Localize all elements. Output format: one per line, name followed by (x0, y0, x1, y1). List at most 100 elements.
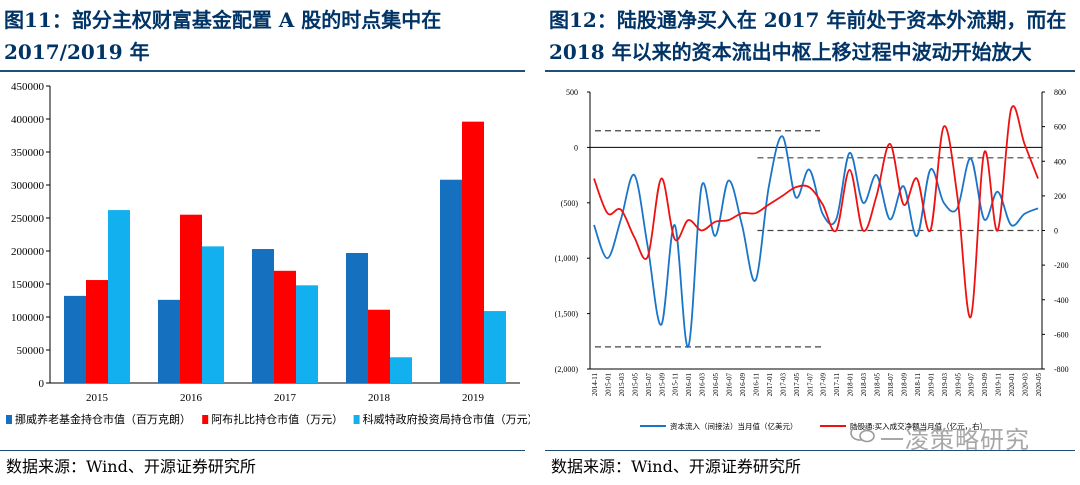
x-tick-label: 2019 (462, 392, 485, 404)
y-tick-label: 400000 (11, 114, 45, 126)
x-tick-label: 2017-01 (766, 373, 774, 397)
x-tick-label: 2015-09 (658, 373, 666, 397)
x-tick-label: 2016-07 (726, 373, 734, 397)
bar (346, 252, 368, 383)
x-tick-label: 2018 (368, 392, 391, 404)
left-tick-label: (500) (561, 199, 579, 208)
left-bottom-rule (0, 450, 525, 451)
x-tick-label: 2015-11 (672, 373, 680, 397)
x-tick-label: 2019-03 (941, 373, 949, 397)
x-tick-label: 2017 (274, 392, 297, 404)
bar (462, 121, 484, 383)
right-tick-label: 400 (1054, 157, 1066, 166)
right-tick-label: 200 (1054, 192, 1066, 201)
x-tick-label: 2018-09 (900, 373, 908, 397)
left-tick-label: (1,000) (555, 254, 579, 263)
left-tick-label: (2,000) (555, 365, 579, 374)
x-tick-label: 2018-05 (874, 373, 882, 397)
legend-label: 陆股通:买入成交净额当月值（亿元，右） (850, 421, 987, 431)
watermark-text: 一凌策略研究 (880, 426, 1030, 454)
bar (252, 249, 274, 383)
y-tick-label: 150000 (11, 279, 45, 291)
left-title-rule (0, 70, 525, 72)
x-tick-label: 2017-07 (806, 373, 814, 397)
x-tick-label: 2018-01 (847, 373, 855, 397)
x-tick-label: 2016-05 (712, 373, 720, 397)
y-tick-label: 450000 (11, 81, 45, 93)
right-tick-label: 0 (1054, 227, 1058, 236)
y-tick-label: 200000 (11, 246, 45, 258)
bar (440, 179, 462, 383)
x-tick-label: 2019-07 (968, 373, 976, 397)
legend-label: 资本流入（间接法）当月值（亿美元） (670, 421, 798, 431)
x-tick-label: 2015-03 (618, 373, 626, 397)
left-tick-label: 0 (574, 143, 578, 152)
right-tick-label: -600 (1054, 330, 1069, 339)
y-tick-label: 50000 (17, 345, 45, 357)
x-tick-label: 2019-11 (995, 373, 1003, 397)
left-figure-panel: 图11：部分主权财富基金配置 A 股的时点集中在2017/2019 年 0 500… (0, 0, 530, 485)
left-bar-chart: 0 50000 100000 150000 200000 250000 300000 3500… (6, 81, 530, 426)
x-tick-label: 2015 (86, 392, 109, 404)
right-line-chart: 500 0 (500) (1,000) (1,500) (2,000) 800 600 400 2… (555, 88, 1069, 431)
x-tick-label: 2016-09 (739, 373, 747, 397)
right-tick-label: -800 (1054, 365, 1069, 374)
x-tick-label: 2019-05 (954, 373, 962, 397)
x-tick-label: 2020-01 (1008, 373, 1016, 397)
right-figure-panel: 图12：陆股通净买入在 2017 年前处于资本外流期，而在2018 年以来的资本… (545, 0, 1080, 485)
x-tick-label: 2019-01 (927, 373, 935, 397)
x-tick-label: 2016-03 (699, 373, 707, 397)
northbound-net-buy-line (593, 105, 1039, 319)
x-tick-label: 2017-05 (793, 373, 801, 397)
x-tick-label: 2014-11 (591, 373, 599, 397)
bar (484, 311, 506, 383)
wechat-icon (850, 425, 875, 443)
x-tick-label: 2015-05 (631, 373, 639, 397)
x-tick-label: 2018-11 (914, 373, 922, 397)
x-tick-label: 2015-07 (645, 373, 653, 397)
right-source-note: 数据来源：Wind、开源证券研究所 (551, 457, 801, 476)
x-tick-label: 2016 (180, 392, 203, 404)
bar (86, 280, 108, 383)
right-tick-label: 600 (1054, 123, 1066, 132)
right-tick-label: -200 (1054, 261, 1069, 270)
legend-swatch (353, 415, 360, 424)
right-bottom-rule (545, 450, 1075, 451)
bar (64, 295, 86, 383)
bar (296, 285, 318, 383)
x-tick-label: 2017-11 (833, 373, 841, 397)
x-tick-label: 2018-03 (860, 373, 868, 397)
x-tick-label: 2019-09 (981, 373, 989, 397)
x-tick-label: 2015-01 (604, 373, 612, 397)
legend-label: 科威特政府投资局持仓市值（万元） (363, 412, 530, 426)
bar (108, 210, 130, 383)
left-tick-label: 500 (566, 88, 578, 97)
right-figure-title: 图12：陆股通净买入在 2017 年前处于资本外流期，而在2018 年以来的资本… (549, 8, 1067, 64)
x-tick-label: 2016-01 (685, 373, 693, 397)
bar (158, 299, 180, 383)
bar (274, 270, 296, 383)
y-tick-label: 250000 (11, 213, 45, 225)
y-tick-label: 350000 (11, 147, 45, 159)
right-tick-label: -400 (1054, 296, 1069, 305)
left-tick-label: (1,500) (555, 310, 579, 319)
x-tick-label: 2016-11 (752, 373, 760, 397)
bar (390, 357, 412, 383)
watermark: 一凌策略研究 (850, 420, 1080, 454)
legend-label: 挪威养老基金持仓市值（百万克朗） (15, 412, 191, 426)
x-tick-label: 2018-07 (887, 373, 895, 397)
left-source-note: 数据来源：Wind、开源证券研究所 (6, 457, 256, 476)
bar (368, 309, 390, 383)
y-tick-label: 100000 (11, 312, 45, 324)
y-tick-label: 300000 (11, 180, 45, 192)
right-title-rule (545, 70, 1075, 72)
x-tick-label: 2017-03 (779, 373, 787, 397)
bar (180, 214, 202, 383)
x-tick-label: 2020-03 (1022, 373, 1030, 397)
x-tick-label: 2017-09 (820, 373, 828, 397)
right-tick-label: 800 (1054, 88, 1066, 97)
legend-swatch (6, 415, 12, 424)
left-figure-title: 图11：部分主权财富基金配置 A 股的时点集中在2017/2019 年 (4, 8, 442, 64)
legend-swatch (202, 415, 209, 424)
legend-label: 阿布扎比持仓市值（万元） (211, 412, 343, 426)
